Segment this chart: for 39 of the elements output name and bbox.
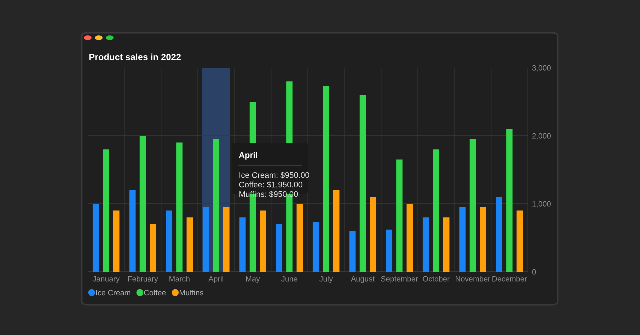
annotation: Muffins: $950.00: [240, 191, 298, 198]
bar: [333, 190, 340, 272]
bar: [360, 95, 366, 272]
bar: [113, 210, 120, 272]
bar: [460, 207, 466, 272]
bar: [443, 218, 450, 272]
bar: [370, 197, 376, 272]
bar: [140, 136, 146, 272]
bar: [422, 218, 430, 272]
bar: [150, 224, 156, 272]
bar: [276, 224, 283, 272]
bar: [130, 190, 136, 272]
bar: [312, 222, 320, 272]
bar: [213, 139, 220, 272]
bar: [406, 204, 414, 272]
bar: [240, 218, 246, 272]
bar: [223, 207, 230, 272]
bar: [323, 86, 330, 272]
bar: [516, 210, 524, 272]
annotation: Ice Cream: $950.00: [240, 172, 310, 179]
bar: [386, 230, 393, 272]
bar: [166, 210, 173, 272]
bar: [186, 218, 194, 272]
bar: [176, 142, 183, 272]
bar: [103, 150, 110, 272]
annotation: Coffee: $1,950.00: [239, 182, 303, 189]
chart-title: Product sales in 2022: [90, 54, 181, 60]
bar: [470, 139, 476, 272]
bar: [296, 204, 304, 272]
bar: [506, 129, 513, 272]
bar: [480, 207, 486, 272]
annotation: April: [239, 152, 258, 160]
bar: [202, 207, 210, 272]
bar: [496, 197, 503, 272]
bar: [433, 150, 440, 272]
bar: [260, 210, 266, 272]
bar: [396, 160, 403, 272]
bar: [92, 204, 100, 272]
bar: [350, 231, 356, 272]
